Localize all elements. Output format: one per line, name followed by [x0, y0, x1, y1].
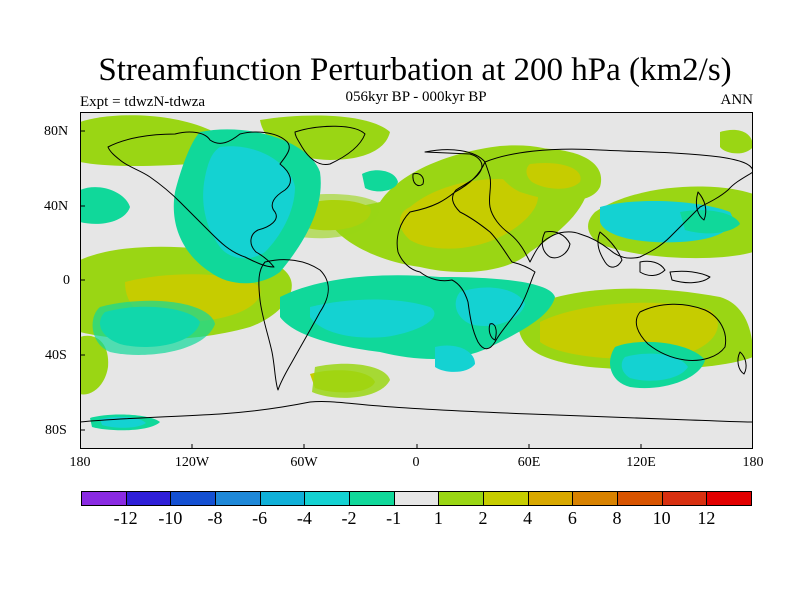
lon-label-180e: 180 — [742, 455, 764, 470]
colorbar-tick-label: -8 — [207, 508, 223, 528]
lon-label-60w: 60W — [290, 455, 318, 470]
colorbar-swatch — [170, 491, 216, 506]
colorbar-tick-label: 4 — [523, 508, 533, 528]
colorbar-swatch — [572, 491, 618, 506]
colorbar-tick-label: -10 — [158, 508, 183, 528]
colorbar-swatch — [661, 491, 708, 506]
lon-label-0: 0 — [412, 455, 420, 470]
colorbar-swatch — [304, 491, 350, 506]
lat-label-40n: 40N — [44, 199, 69, 214]
colorbar-tick-label: -1 — [386, 508, 402, 528]
colorbar-swatch — [617, 491, 663, 506]
lat-label-80n: 80N — [44, 124, 69, 139]
lon-label-120w: 120W — [174, 455, 210, 470]
colorbar-tick-label: -2 — [341, 508, 357, 528]
colorbar-swatch — [527, 491, 574, 506]
negative-regions — [80, 129, 740, 431]
colorbar-swatch — [483, 491, 529, 506]
colorbar-swatch — [393, 491, 440, 506]
colorbar-swatch — [438, 491, 484, 506]
colorbar-tick-label: 2 — [478, 508, 488, 528]
lat-label-80s: 80S — [45, 423, 67, 438]
lon-label-120e: 120E — [626, 455, 656, 470]
experiment-label: Expt = tdwzN-tdwza — [80, 94, 206, 110]
colorbar-tick-label: 8 — [612, 508, 622, 528]
colorbar-tick-label: -4 — [296, 508, 312, 528]
colorbar-swatch — [215, 491, 261, 506]
streamfunction-map — [80, 112, 753, 449]
colorbar-tick-label: 12 — [697, 508, 716, 528]
coastlines — [80, 125, 753, 423]
plot-title: Streamfunction Perturbation at 200 hPa (… — [98, 52, 732, 88]
colorbar-swatch — [81, 491, 127, 506]
colorbar-swatch — [349, 491, 395, 506]
lat-label-equator: 0 — [63, 273, 70, 288]
colorbar-tick-label: 1 — [433, 508, 443, 528]
colorbar-tick-label: -6 — [252, 508, 268, 528]
colorbar-tick-label: 10 — [652, 508, 671, 528]
period-subtitle: 056kyr BP - 000kyr BP — [345, 89, 487, 105]
axis-ticks — [80, 130, 642, 449]
colorbar-tick-label: 6 — [567, 508, 577, 528]
lon-label-180w: 180 — [69, 455, 91, 470]
colorbar-swatch — [125, 491, 172, 506]
colorbar — [81, 491, 752, 507]
season-label: ANN — [720, 92, 754, 108]
colorbar-swatch — [259, 491, 306, 506]
colorbar-tick-label: -12 — [113, 508, 138, 528]
lat-label-40s: 40S — [45, 348, 67, 363]
colorbar-swatch — [706, 491, 752, 506]
lon-label-60e: 60E — [517, 455, 541, 470]
